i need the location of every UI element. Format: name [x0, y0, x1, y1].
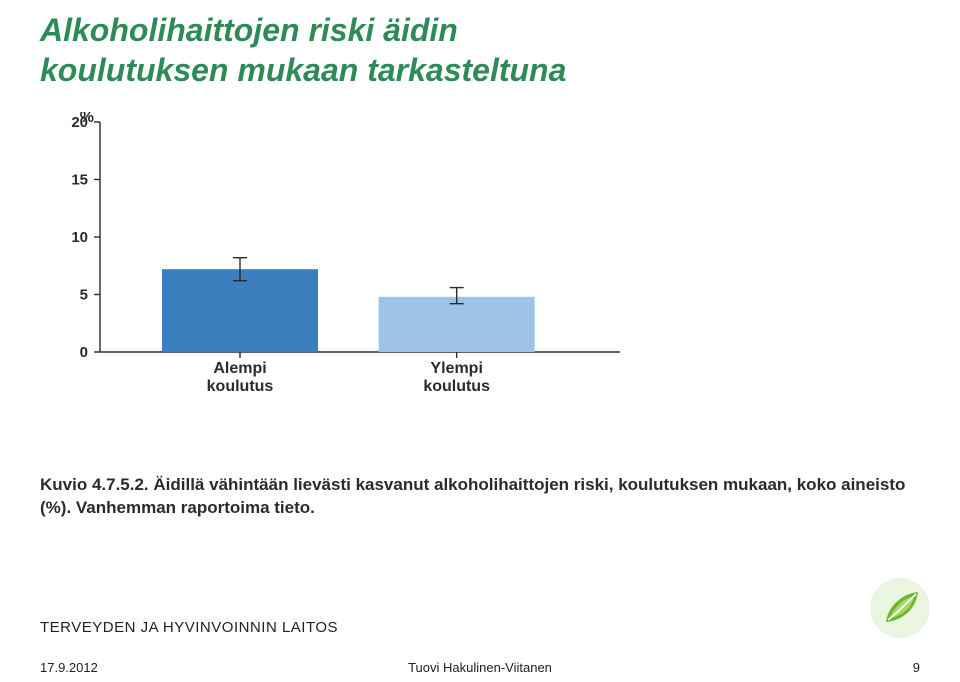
x-label-line1: Ylempi	[430, 360, 482, 377]
org-name: TERVEYDEN JA HYVINVOINNIN LAITOS	[40, 619, 338, 636]
figure-caption: Kuvio 4.7.5.2. Äidillä vähintään lieväst…	[40, 474, 920, 520]
footer-date: 17.9.2012	[40, 660, 98, 675]
footer-bar: 17.9.2012 Tuovi Hakulinen-Viitanen 9	[0, 652, 960, 682]
caption-line-1: Kuvio 4.7.5.2. Äidillä vähintään lieväst…	[40, 475, 905, 494]
footer-page-number: 9	[913, 660, 920, 675]
leaf-icon	[868, 576, 932, 640]
footer-author: Tuovi Hakulinen-Viitanen	[408, 660, 552, 675]
chart-container: 05101520% AlempikoulutusYlempikoulutus	[40, 112, 630, 438]
x-axis-category-label: Ylempikoulutus	[397, 360, 517, 397]
x-label-line2: koulutus	[423, 378, 490, 395]
x-axis-category-label: Alempikoulutus	[180, 360, 300, 397]
x-label-line2: koulutus	[207, 378, 274, 395]
x-axis-labels-layer: AlempikoulutusYlempikoulutus	[40, 112, 630, 438]
x-label-line1: Alempi	[213, 360, 266, 377]
slide-title: Alkoholihaittojen riski äidin koulutukse…	[40, 10, 920, 90]
thl-logo	[868, 576, 932, 640]
caption-line-2: (%). Vanhemman raportoima tieto.	[40, 498, 315, 517]
slide-root: Alkoholihaittojen riski äidin koulutukse…	[0, 0, 960, 682]
title-line-1: Alkoholihaittojen riski äidin	[40, 12, 458, 48]
title-line-2: koulutuksen mukaan tarkasteltuna	[40, 52, 566, 88]
